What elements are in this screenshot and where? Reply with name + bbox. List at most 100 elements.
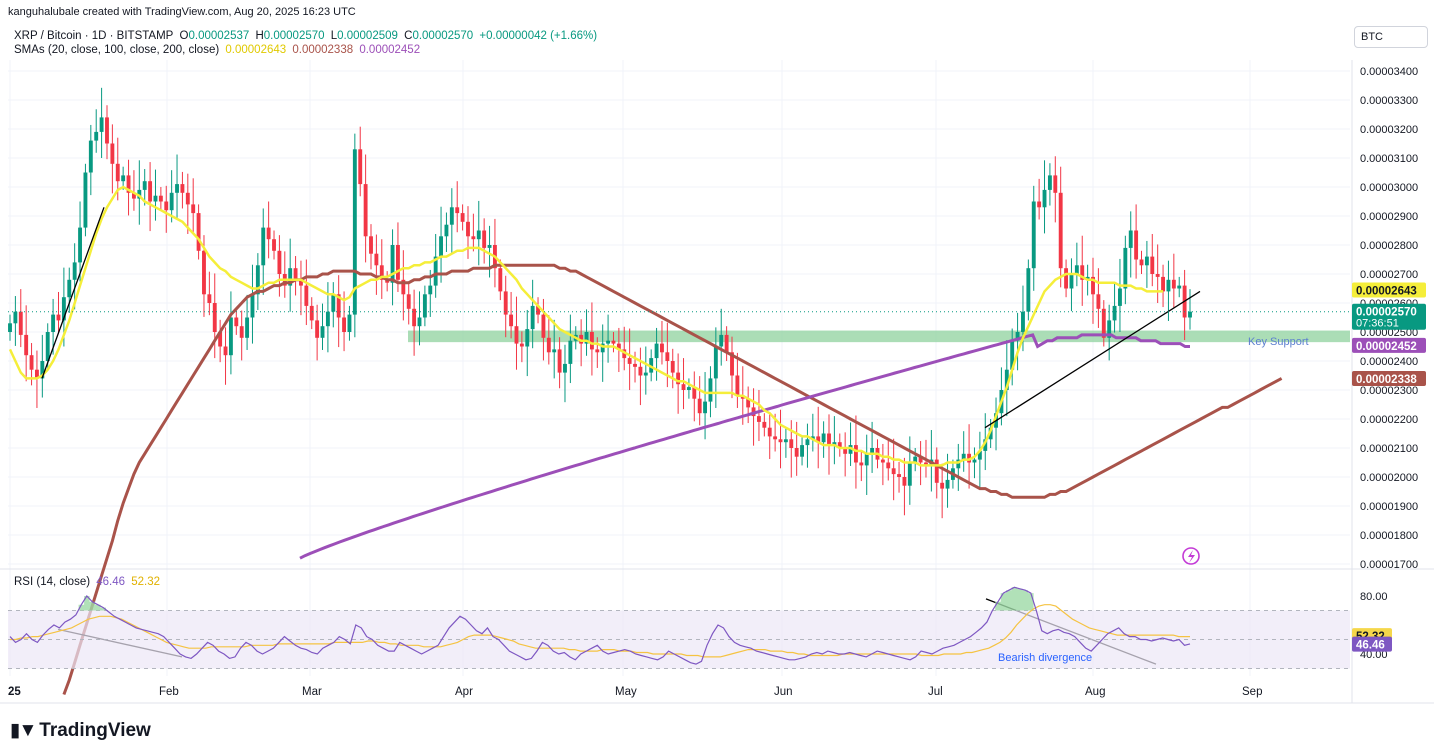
candle	[148, 162, 153, 232]
candle	[1042, 160, 1047, 234]
candle	[934, 447, 939, 499]
time-axis[interactable]: 25 Feb Mar Apr May Jun Jul Aug Sep	[8, 686, 1262, 698]
candle	[369, 224, 373, 270]
sma20-value: 0.00002643	[225, 44, 287, 56]
price-tick-label: 0.00002200	[1360, 414, 1418, 426]
candle	[83, 163, 88, 237]
candle	[466, 206, 470, 259]
candle-body	[568, 340, 573, 364]
candle-body	[536, 305, 540, 315]
candle-body	[503, 291, 508, 315]
candle-body	[870, 448, 875, 454]
candle	[800, 436, 804, 466]
time-tick-label: Apr	[455, 686, 473, 698]
candle-body	[207, 294, 212, 303]
currency-selector[interactable]: BTC	[1354, 26, 1428, 48]
candle	[1182, 269, 1187, 341]
tradingview-logo[interactable]: ▮▼ TradingView	[10, 719, 151, 742]
candle-body	[891, 468, 896, 475]
candle-body	[439, 236, 443, 257]
candle	[1026, 259, 1031, 321]
candle	[110, 124, 115, 194]
candle	[762, 413, 767, 437]
candle	[541, 298, 546, 361]
candle-body	[137, 189, 142, 199]
price-tag-bg	[1352, 282, 1426, 298]
candle-body	[945, 479, 950, 489]
candle-body	[449, 207, 454, 225]
grid	[0, 60, 1434, 704]
candle-body	[918, 456, 923, 463]
candle	[1144, 240, 1149, 288]
candle-body	[266, 227, 271, 240]
candle-body	[175, 184, 179, 193]
price-tag-bg	[1352, 337, 1426, 353]
candle-body	[643, 372, 648, 376]
rsi-tag: 46.46	[1352, 636, 1392, 652]
price-tag-countdown: 07:36:51	[1356, 318, 1399, 330]
candle-body	[880, 459, 885, 463]
candle-body	[67, 279, 72, 298]
rsi-tag-bg	[1352, 636, 1392, 652]
candle	[810, 413, 815, 452]
candle	[433, 233, 438, 298]
candle-body	[1171, 279, 1176, 289]
candle-body	[212, 303, 217, 332]
candle-body	[164, 201, 169, 211]
candle-body	[196, 213, 201, 251]
candle	[137, 160, 142, 225]
rsi-pane	[8, 586, 1350, 669]
candle	[579, 319, 584, 367]
tradingview-logo-icon: ▮▼	[10, 720, 37, 741]
sma100-line	[62, 263, 1283, 696]
candle-body	[13, 311, 18, 324]
candle	[622, 326, 627, 371]
candle-body	[406, 294, 411, 309]
candle-body	[1042, 189, 1047, 208]
candle-body	[961, 453, 966, 460]
flash-icon[interactable]	[1182, 547, 1200, 565]
candle-body	[455, 207, 460, 214]
candle-body	[72, 262, 77, 280]
candle-body	[331, 294, 336, 312]
price-tag-bg	[1352, 303, 1426, 330]
candle	[482, 218, 487, 264]
candle	[697, 376, 702, 426]
time-tick-label: 25	[8, 686, 21, 698]
candle-body	[1101, 308, 1106, 338]
price-axis[interactable]: 0.00003400 0.00003300 0.00003200 0.00003100…	[8, 66, 1426, 661]
candle	[994, 397, 998, 451]
candle-body	[8, 323, 12, 332]
candle	[530, 279, 535, 349]
candle-body	[708, 378, 713, 402]
candle	[396, 222, 400, 292]
candle	[1123, 235, 1128, 305]
price-tick-label: 0.00001800	[1360, 530, 1418, 542]
candle-body	[29, 355, 34, 370]
key-support-band	[408, 330, 1350, 343]
candle-body	[649, 358, 654, 373]
candle-body	[304, 285, 309, 306]
candle-body	[379, 265, 384, 280]
candle-body	[272, 239, 276, 251]
candle-body	[886, 462, 891, 469]
price-tick-label: 0.00003300	[1360, 95, 1418, 107]
price-tag-value: 0.00002570	[1356, 307, 1417, 319]
candle-body	[1047, 175, 1052, 190]
candle-body	[660, 343, 664, 353]
candle	[859, 450, 864, 482]
candle	[164, 185, 169, 233]
candle-body	[1053, 175, 1058, 193]
candle-body	[676, 372, 681, 385]
price-tick-label: 0.00002800	[1360, 240, 1418, 252]
rsi-legend: RSI (14, close) 46.46 52.32	[14, 576, 163, 588]
price-tag: 0.00002452	[1352, 337, 1426, 353]
candle-body	[859, 462, 864, 466]
ohlc-change: +0.00000042 (+1.66%)	[479, 30, 598, 42]
candle-body	[967, 453, 972, 463]
candle	[913, 448, 918, 472]
price-tick-label: 0.00001700	[1360, 559, 1418, 571]
candle	[967, 424, 972, 489]
candle	[536, 297, 540, 324]
